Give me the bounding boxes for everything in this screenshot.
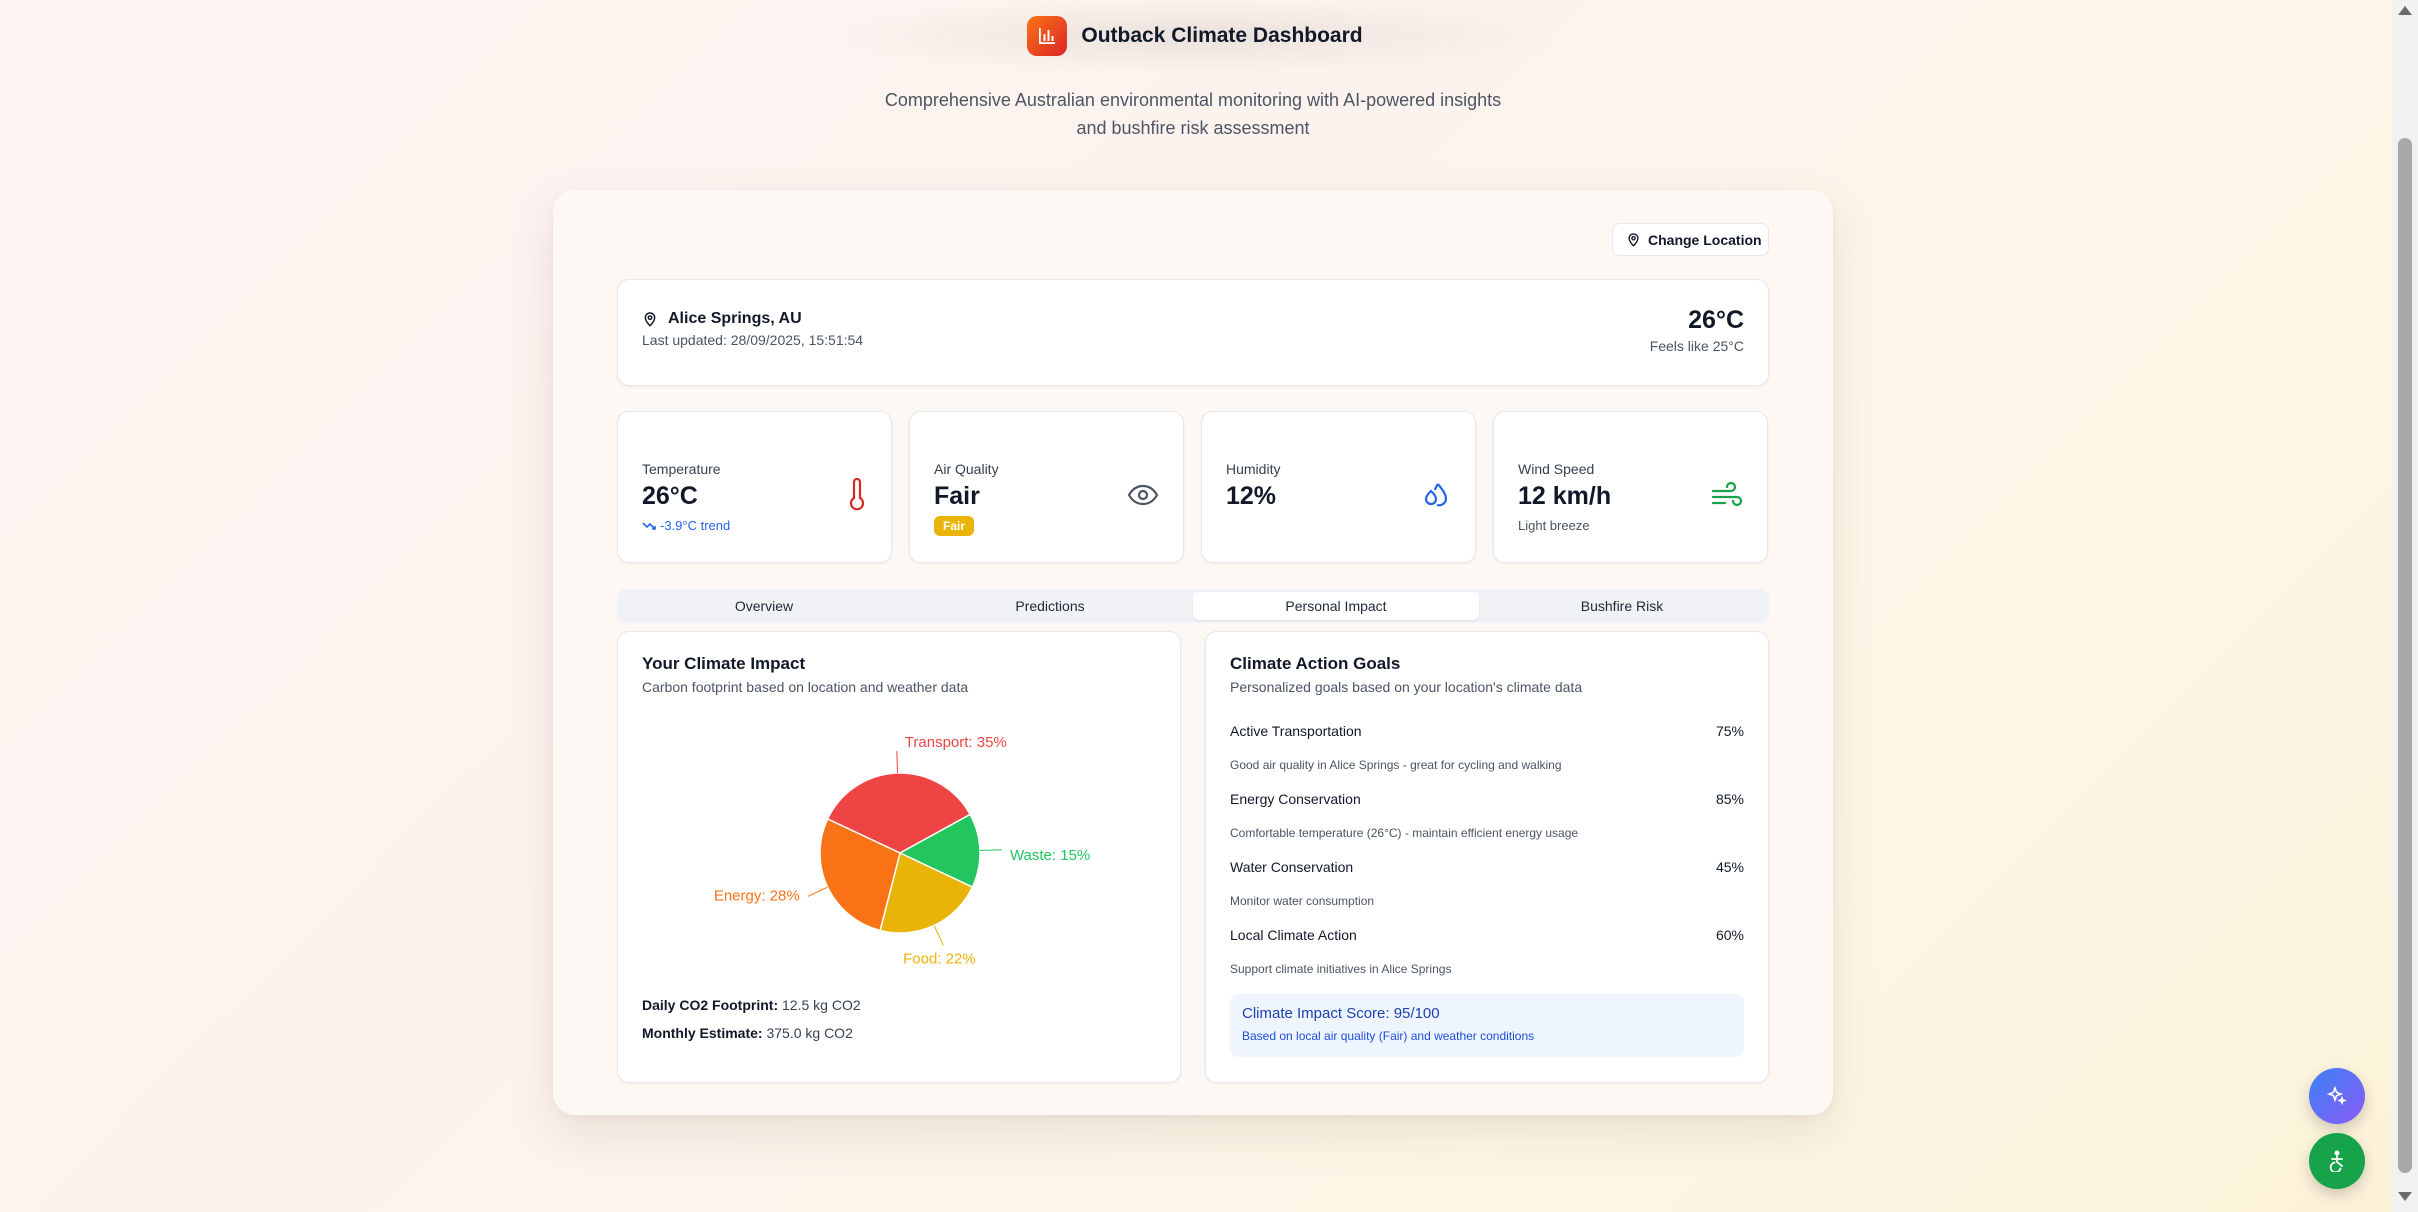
monthly-estimate: Monthly Estimate: 375.0 kg CO2 — [642, 1025, 853, 1041]
card-subtitle: Carbon footprint based on location and w… — [642, 679, 969, 695]
ai-assistant-button[interactable] — [2309, 1068, 2365, 1124]
page-scrollbar[interactable] — [2392, 0, 2418, 1212]
goal-item: Active Transportation 75% Good air quali… — [1230, 723, 1744, 772]
goal-item: Local Climate Action 60% Support climate… — [1230, 927, 1744, 976]
current-temperature: 26°C — [1688, 306, 1744, 334]
climate-goals-card: Climate Action Goals Personalized goals … — [1205, 631, 1769, 1083]
climate-impact-card: Your Climate Impact Carbon footprint bas… — [617, 631, 1181, 1083]
header-bar: Outback Climate Dashboard — [845, 0, 1545, 72]
metric-card-temperature: Temperature 26°C -3.9°C trend — [617, 411, 892, 563]
pie-slice-energy[interactable] — [819, 817, 901, 932]
metric-value: 12% — [1226, 482, 1277, 510]
scrollbar-thumb[interactable] — [2398, 138, 2412, 1173]
air-quality-badge: Fair — [934, 516, 975, 536]
page-subtitle: Comprehensive Australian environmental m… — [0, 86, 2386, 142]
brand: Outback Climate Dashboard — [1027, 16, 1363, 56]
goal-name: Active Transportation — [1230, 723, 1362, 739]
metric-value: 12 km/h — [1518, 482, 1612, 510]
pie-label-line — [896, 751, 898, 774]
goal-description: Support climate initiatives in Alice Spr… — [1230, 962, 1452, 976]
scroll-down-arrow-icon[interactable] — [2398, 1192, 2412, 1201]
pie-label-line — [933, 925, 944, 946]
tab-bushfire-risk[interactable]: Bushfire Risk — [1580, 598, 1664, 614]
tab-bar: Overview Predictions Personal Impact Bus… — [617, 589, 1769, 623]
impact-score-title: Climate Impact Score: 95/100 — [1242, 1005, 1440, 1022]
eye-icon — [1127, 484, 1159, 511]
metric-card-air-quality: Air Quality Fair Fair — [909, 411, 1184, 563]
sparkles-icon — [2327, 1086, 2347, 1106]
daily-footprint: Daily CO2 Footprint: 12.5 kg CO2 — [642, 997, 861, 1013]
subtitle-line-1: Comprehensive Australian environmental m… — [884, 90, 1502, 110]
monthly-estimate-value: 375.0 kg CO2 — [766, 1025, 853, 1041]
metric-label: Humidity — [1226, 461, 1281, 477]
last-updated: Last updated: 28/09/2025, 15:51:54 — [642, 332, 864, 348]
tab-overview[interactable]: Overview — [734, 598, 794, 614]
subtitle-line-2: and bushfire risk assessment — [1076, 118, 1310, 138]
goal-item: Water Conservation 45% Monitor water con… — [1230, 859, 1744, 908]
droplets-icon — [1421, 480, 1451, 515]
scroll-up-arrow-icon[interactable] — [2398, 6, 2412, 15]
footprint-pie-chart: Transport: 35% Waste: 15% Food: 22% Energy:… — [618, 702, 1182, 1012]
chart-logo-icon — [1027, 16, 1068, 56]
map-pin-icon — [1628, 233, 1639, 247]
daily-footprint-value: 12.5 kg CO2 — [782, 997, 861, 1013]
tab-predictions[interactable]: Predictions — [1015, 598, 1085, 614]
location-name: Alice Springs, AU — [642, 310, 802, 328]
metric-card-wind-speed: Wind Speed 12 km/h Light breeze — [1493, 411, 1768, 563]
card-title: Climate Action Goals — [1230, 654, 1401, 673]
daily-footprint-label: Daily CO2 Footprint: — [642, 997, 779, 1013]
goal-name: Water Conservation — [1230, 859, 1354, 875]
tab-personal-impact[interactable]: Personal Impact — [1193, 592, 1479, 620]
feels-like: Feels like 25°C — [1649, 338, 1744, 354]
goal-description: Monitor water consumption — [1230, 894, 1375, 908]
card-subtitle: Personalized goals based on your locatio… — [1230, 679, 1583, 695]
goal-name: Energy Conservation — [1230, 791, 1361, 807]
pie-label-transport: Transport: 35% — [905, 734, 1007, 751]
change-location-button[interactable]: Change Location — [1612, 223, 1769, 256]
page-title: Outback Climate Dashboard — [1081, 24, 1363, 47]
pie-slice-food[interactable] — [879, 851, 974, 934]
goal-percent: 60% — [1715, 927, 1744, 943]
change-location-label: Change Location — [1648, 231, 1762, 248]
accessibility-icon — [2329, 1150, 2343, 1172]
pie-label-food: Food: 22% — [903, 950, 976, 967]
metric-value: Fair — [934, 482, 980, 510]
wind-icon — [1711, 481, 1743, 513]
pie-label-line — [979, 849, 1002, 851]
metric-card-humidity: Humidity 12% — [1201, 411, 1476, 563]
goal-name: Local Climate Action — [1230, 927, 1357, 943]
metric-value: 26°C — [642, 482, 698, 510]
goal-item: Energy Conservation 85% Comfortable temp… — [1230, 791, 1744, 840]
metric-label: Temperature — [642, 461, 721, 477]
goal-description: Good air quality in Alice Springs - grea… — [1230, 758, 1562, 772]
pie-label-energy: Energy: 28% — [714, 887, 800, 904]
goal-description: Comfortable temperature (26°C) - maintai… — [1230, 826, 1579, 840]
pie-label-line — [807, 886, 828, 897]
location-name-text: Alice Springs, AU — [668, 310, 802, 327]
metric-label: Air Quality — [934, 461, 999, 477]
pie-label-waste: Waste: 15% — [1010, 847, 1090, 864]
goal-percent: 85% — [1715, 791, 1744, 807]
map-pin-icon — [644, 312, 656, 327]
trending-down-icon — [642, 521, 656, 530]
impact-score-box: Climate Impact Score: 95/100 Based on lo… — [1230, 994, 1744, 1057]
location-card: Alice Springs, AU Last updated: 28/09/20… — [617, 279, 1769, 386]
goal-percent: 75% — [1715, 723, 1744, 739]
thermometer-icon — [847, 477, 867, 517]
metric-trend-text: -3.9°C trend — [660, 518, 731, 533]
metric-trend: -3.9°C trend — [642, 518, 730, 533]
pie-slice-transport[interactable] — [826, 772, 972, 854]
pie-slice-waste[interactable] — [898, 813, 981, 889]
monthly-estimate-label: Monthly Estimate: — [642, 1025, 763, 1041]
metric-label: Wind Speed — [1518, 461, 1595, 477]
goal-percent: 45% — [1715, 859, 1744, 875]
impact-score-subtitle: Based on local air quality (Fair) and we… — [1242, 1029, 1535, 1043]
accessibility-button[interactable] — [2309, 1133, 2365, 1189]
card-title: Your Climate Impact — [642, 654, 806, 673]
metric-subtext: Light breeze — [1518, 518, 1590, 533]
